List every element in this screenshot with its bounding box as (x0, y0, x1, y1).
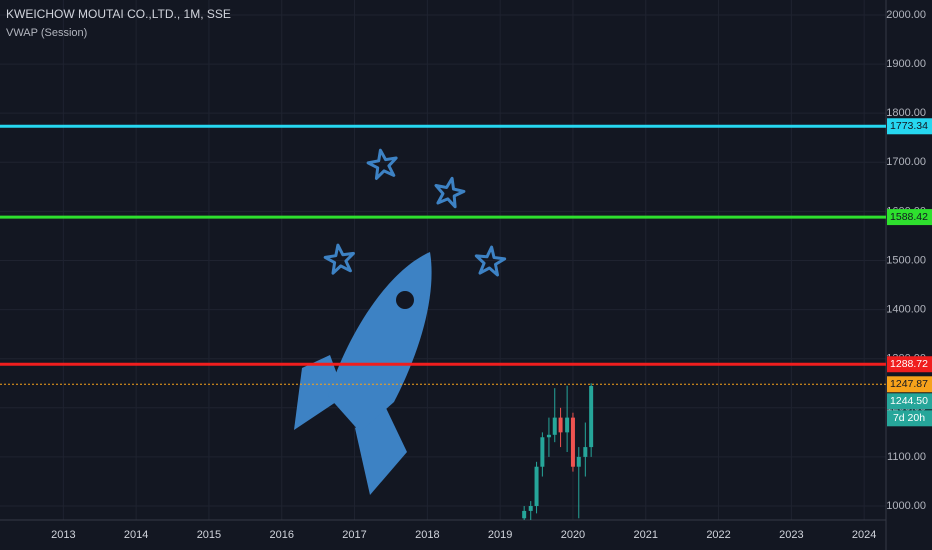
price-label: 1244.50 (890, 395, 928, 407)
x-tick-label: 2013 (51, 529, 75, 541)
candle-body (583, 447, 588, 457)
candle-body (534, 466, 539, 507)
y-tick-label: 1100.00 (887, 451, 926, 463)
price-label: 1773.34 (890, 120, 928, 132)
price-label-box (887, 209, 932, 226)
price-label-box (887, 393, 932, 410)
candle-body (546, 434, 551, 438)
y-tick-label: 1500.00 (886, 254, 926, 266)
star (323, 243, 355, 275)
x-tick-label: 2021 (634, 529, 658, 541)
y-tick-label: 2000.00 (886, 9, 926, 21)
price-label: 1247.87 (890, 378, 928, 390)
price-label-box (887, 376, 932, 393)
stars (323, 148, 507, 277)
candle-body (552, 417, 557, 435)
x-tick-label: 2018 (415, 529, 439, 541)
chart-title: KWEICHOW MOUTAI CO.,LTD., 1M, SSE (6, 7, 231, 21)
x-tick-label: 2022 (706, 529, 730, 541)
y-tick-label: 1400.00 (886, 304, 926, 316)
x-tick-label: 2019 (488, 529, 512, 541)
y-tick-label: 1800.00 (886, 107, 926, 119)
candle-body (589, 385, 594, 448)
price-label-box (887, 356, 932, 373)
countdown-box (887, 410, 932, 427)
star (366, 148, 398, 180)
candle-body (528, 506, 533, 511)
indicator-label: VWAP (Session) (6, 27, 87, 39)
x-tick-label: 2024 (852, 529, 876, 541)
x-tick-label: 2014 (124, 529, 148, 541)
price-label: 1588.42 (890, 211, 928, 223)
y-tick-label: 1900.00 (886, 58, 926, 70)
x-tick-label: 2020 (561, 529, 585, 541)
candle-body (565, 417, 570, 433)
star (474, 245, 507, 277)
price-label: 1288.72 (890, 358, 928, 370)
x-tick-label: 2017 (342, 529, 366, 541)
x-tick-label: 2016 (270, 529, 294, 541)
x-tick-label: 2015 (197, 529, 221, 541)
y-tick-label: 1700.00 (886, 156, 926, 168)
price-label-box (887, 118, 932, 135)
candle-body (576, 456, 581, 467)
rocket-illustration (294, 252, 432, 495)
candle-body (522, 510, 527, 519)
candle-body (558, 417, 563, 433)
star (434, 176, 466, 209)
candle-body (570, 417, 575, 467)
countdown-label: 7d 20h (893, 412, 925, 424)
candle-body (540, 437, 545, 467)
y-tick-label: 1000.00 (886, 500, 926, 512)
x-tick-label: 2023 (779, 529, 803, 541)
